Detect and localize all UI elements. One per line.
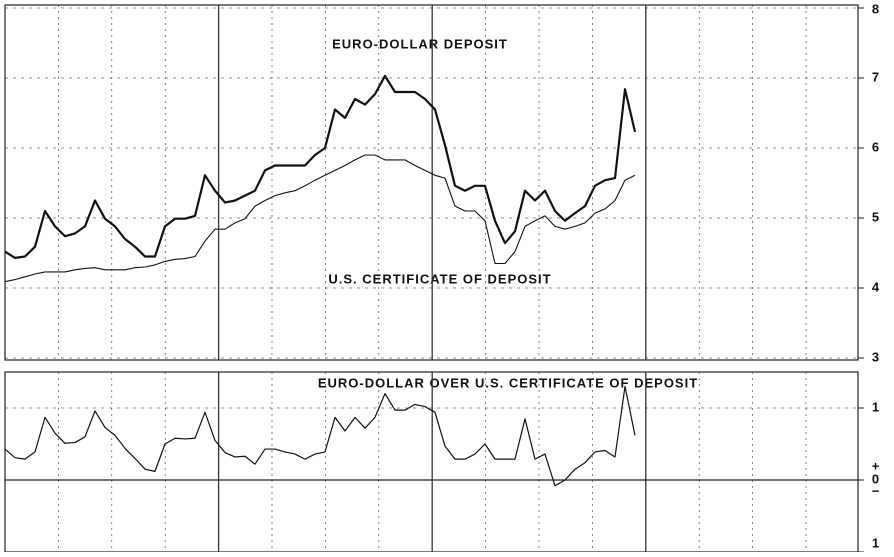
line [4, 154, 636, 283]
series-label: EURO-DOLLAR DEPOSIT [332, 36, 508, 51]
y-tick-label: 0 [872, 471, 880, 486]
line [4, 385, 636, 487]
y-tick-label: 4 [872, 279, 880, 294]
bottom-frame [4, 371, 859, 553]
y-tick-label: 5 [872, 209, 880, 224]
y-tick-label: 1 [872, 399, 880, 414]
annotation: − [872, 483, 881, 498]
series-label: U.S. CERTIFICATE OF DEPOSIT [328, 271, 551, 286]
annotation: + [872, 458, 881, 473]
chart-title: EURO-DOLLAR OVER U.S. CERTIFICATE OF DEP… [318, 375, 698, 390]
line [4, 74, 637, 259]
y-tick-label: 3 [872, 349, 880, 364]
y-tick-label: 1 [872, 535, 880, 550]
top-frame [4, 4, 859, 361]
y-tick-label: 6 [872, 139, 880, 154]
y-tick-label: 7 [872, 69, 880, 84]
y-tick-label: 8 [872, 1, 880, 16]
